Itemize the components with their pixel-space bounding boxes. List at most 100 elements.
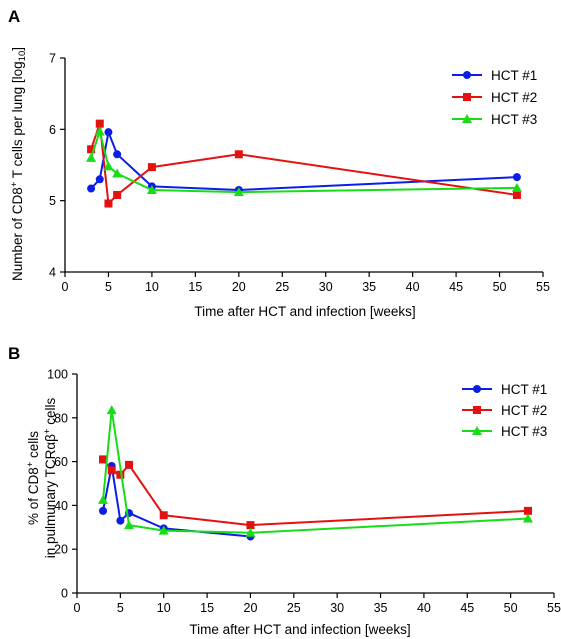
data-point-series-3: [511, 182, 522, 192]
y-axis-title-part: cells: [26, 431, 41, 462]
x-tick-label: 15: [200, 601, 214, 615]
legend-marker: [463, 71, 471, 79]
x-tick-label: 45: [460, 601, 474, 615]
data-point-series-1: [87, 184, 96, 193]
legend-label: HCT #1: [501, 382, 547, 397]
data-point-series-2: [125, 460, 134, 469]
y-tick-label: 4: [49, 266, 56, 280]
data-point-series-2: [246, 521, 255, 530]
data-point-series-2: [147, 163, 156, 172]
data-point-series-1: [95, 175, 104, 184]
legend-label: HCT #3: [501, 424, 547, 439]
y-tick-label: 40: [54, 499, 68, 513]
x-tick-label: 30: [330, 601, 344, 615]
data-point-series-1: [104, 128, 113, 137]
y-axis-title-sup: +: [9, 181, 20, 187]
x-tick-label: 5: [117, 601, 124, 615]
y-tick-label: 7: [49, 52, 56, 66]
x-tick-label: 40: [417, 601, 431, 615]
x-axis-title: Time after HCT and infection [weeks]: [189, 622, 410, 637]
data-point-series-2: [107, 466, 116, 475]
x-tick-label: 50: [493, 280, 507, 294]
data-point-series-3: [233, 187, 244, 197]
y-axis-title-line2: in pulmunary TCRαβ+ cells: [42, 398, 58, 559]
x-tick-label: 40: [406, 280, 420, 294]
x-tick-label: 30: [319, 280, 333, 294]
data-point-series-2: [113, 190, 122, 199]
y-tick-label: 60: [54, 455, 68, 469]
x-tick-label: 15: [188, 280, 202, 294]
data-point-series-3: [103, 161, 114, 171]
x-tick-label: 10: [145, 280, 159, 294]
legend-marker: [472, 426, 482, 435]
data-point-series-3: [86, 152, 97, 162]
x-tick-label: 10: [157, 601, 171, 615]
x-tick-label: 25: [275, 280, 289, 294]
y-axis-title-sup: +: [25, 461, 36, 467]
x-tick-label: 25: [287, 601, 301, 615]
x-tick-label: 20: [232, 280, 246, 294]
legend-marker: [462, 114, 472, 123]
data-point-series-3: [94, 126, 105, 136]
y-axis-title-part: in pulmunary TCRαβ: [43, 434, 58, 558]
y-axis-title-part: % of CD8: [26, 467, 41, 525]
series-line-1: [90, 131, 517, 191]
data-point-series-1: [99, 506, 108, 515]
data-point-series-3: [522, 513, 533, 523]
x-tick-label: 45: [449, 280, 463, 294]
x-tick-label: 5: [105, 280, 112, 294]
data-point-series-2: [523, 506, 532, 515]
data-point-series-3: [98, 494, 109, 504]
data-point-series-1: [512, 173, 521, 182]
data-point-series-3: [112, 168, 123, 178]
data-point-series-2: [159, 511, 168, 520]
data-point-series-2: [99, 455, 108, 464]
x-tick-label: 20: [244, 601, 258, 615]
data-point-series-3: [245, 527, 256, 537]
data-point-series-3: [146, 184, 157, 194]
y-tick-label: 20: [54, 543, 68, 557]
x-tick-label: 55: [536, 280, 550, 294]
data-point-series-3: [158, 525, 169, 535]
legend-label: HCT #1: [491, 68, 537, 83]
legend-label: HCT #2: [491, 90, 537, 105]
y-tick-label: 0: [61, 587, 68, 601]
legend-label: HCT #3: [491, 112, 537, 127]
legend-marker: [473, 406, 481, 414]
y-tick-label: 6: [49, 123, 56, 137]
legend-marker: [473, 385, 481, 393]
data-point-series-2: [512, 190, 521, 199]
y-axis-title-part: ]: [10, 47, 25, 51]
y-axis-title-part: Number of CD8: [10, 187, 25, 281]
data-point-series-2: [234, 150, 243, 159]
data-point-series-2: [95, 119, 104, 128]
y-tick-label: 80: [54, 411, 68, 425]
y-axis-title-sub: 10: [17, 51, 28, 62]
y-axis-title: Number of CD8+ T cells per lung [log10]: [9, 47, 28, 281]
data-point-series-1: [116, 516, 125, 525]
series-line-3: [90, 130, 517, 194]
y-axis-title: % of CD8+ cells: [25, 431, 41, 525]
legend-label: HCT #2: [501, 403, 547, 418]
y-tick-label: 5: [49, 194, 56, 208]
x-tick-label: 55: [547, 601, 561, 615]
x-tick-label: 50: [504, 601, 518, 615]
x-axis-title: Time after HCT and infection [weeks]: [194, 304, 415, 319]
y-tick-label: 100: [47, 368, 68, 382]
panel-label-b: B: [8, 344, 20, 363]
data-point-series-3: [106, 405, 117, 415]
x-tick-label: 35: [362, 280, 376, 294]
x-tick-label: 0: [74, 601, 81, 615]
y-axis-title-part: cells: [43, 398, 58, 429]
panel-label-a: A: [8, 7, 20, 26]
data-point-series-2: [87, 145, 96, 154]
series-line-3: [102, 409, 529, 534]
data-point-series-2: [104, 199, 113, 208]
legend-marker: [463, 93, 471, 101]
data-point-series-1: [113, 150, 122, 159]
data-point-series-3: [124, 520, 135, 530]
chart-panel-b: B 0 5 10 15 20 25 30 35 40 45 50 55 0 20 40 60 80 100 HCT…: [8, 344, 561, 637]
x-tick-label: 35: [374, 601, 388, 615]
